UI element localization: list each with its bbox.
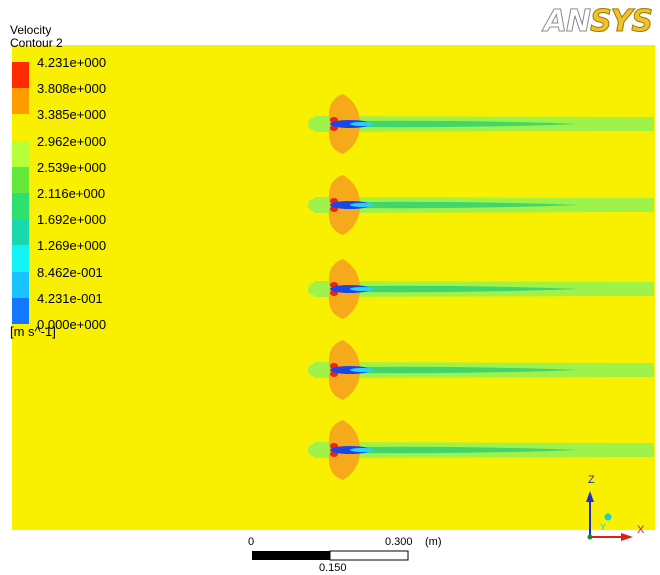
- variable-title: Velocity: [10, 23, 52, 37]
- legend-swatch: [12, 271, 29, 298]
- scale-middle-label: 0.150: [319, 562, 347, 574]
- scale-bar: [252, 550, 409, 561]
- scale-unit-label: (m): [425, 536, 442, 548]
- legend-label: 8.462e-001: [37, 264, 103, 280]
- legend-label: 2.539e+000: [37, 159, 107, 175]
- legend-label: 4.231e+000: [37, 55, 107, 70]
- core-edge: [350, 368, 374, 372]
- legend-label: 1.692e+000: [37, 212, 107, 228]
- z-axis-label: Z: [588, 474, 595, 486]
- core-edge: [350, 203, 374, 207]
- legend-swatch: [12, 114, 29, 141]
- legend-label: 2.116e+000: [37, 186, 106, 201]
- legend-swatch: [12, 219, 29, 246]
- legend-swatch: [12, 297, 29, 324]
- hub-upstream: [308, 444, 318, 456]
- legend-swatch: [12, 62, 29, 89]
- origin-dot-icon: [587, 534, 593, 540]
- legend-label: 3.385e+000: [37, 107, 107, 123]
- legend-swatch: [12, 193, 29, 220]
- wake-core: [352, 120, 580, 128]
- y-axis-label: Y: [600, 522, 607, 532]
- core-edge: [350, 448, 374, 452]
- scale-end-label: 0.300: [385, 536, 413, 548]
- core-edge: [350, 287, 374, 291]
- z-axis-arrow-icon: [586, 491, 594, 502]
- x-axis-arrow-icon: [621, 533, 633, 541]
- legend-label: 1.269e+000: [37, 238, 107, 254]
- logo-prefix: AN: [543, 4, 591, 39]
- rotor-wakes: [308, 94, 654, 480]
- legend-swatch: [12, 245, 29, 272]
- contour-title: Contour 2: [10, 36, 63, 50]
- y-axis-dot-icon: [604, 513, 612, 521]
- legend-label: 0.000e+000: [37, 317, 107, 332]
- axis-triad: [586, 491, 633, 541]
- wake-core: [352, 366, 580, 374]
- scale-start-label: 0: [248, 536, 255, 548]
- hub-upstream: [308, 364, 318, 376]
- core-edge: [350, 122, 374, 126]
- wake-core: [352, 446, 580, 454]
- hub-upstream: [308, 283, 318, 295]
- legend-label: 4.231e-001: [37, 290, 103, 306]
- logo-suffix: SYS: [590, 4, 654, 39]
- legend-swatch: [12, 140, 29, 167]
- wake-core: [352, 285, 580, 293]
- wake-core: [352, 201, 580, 209]
- hub-upstream: [308, 118, 318, 130]
- x-axis-label: X: [637, 524, 645, 536]
- scale-bar-black-segment: [252, 551, 330, 560]
- legend-swatch: [12, 88, 29, 115]
- scale-bar-white-segment: [329, 550, 409, 561]
- legend-swatch: [12, 166, 29, 193]
- ansys-logo: ANSYS: [543, 4, 654, 39]
- hub-upstream: [308, 199, 318, 211]
- legend-label: 2.962e+000: [37, 133, 107, 149]
- legend-label: 3.808e+000: [37, 81, 107, 97]
- legend-units: [m s^-1]: [10, 324, 56, 339]
